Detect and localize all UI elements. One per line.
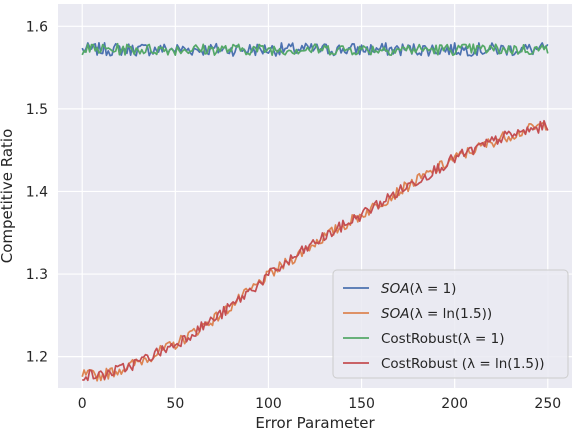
series-line-1 [81,121,549,382]
y-axis-label: Competitive Ratio [0,129,16,264]
x-tick-label: 200 [441,396,468,412]
x-axis-label: Error Parameter [255,414,375,432]
legend-label-prefix: CostRobust [381,356,462,372]
legend-label: SOA(λ = 1) [381,281,456,297]
x-tick-label: 100 [255,396,282,412]
y-tick-labels: 1.2 1.3 1.4 1.5 1.6 [26,19,48,365]
legend-box [332,269,569,379]
y-tick-label: 1.6 [26,19,48,35]
y-tick-label: 1.3 [26,267,48,283]
y-tick-label: 1.5 [26,102,48,118]
legend-label-prefix: CostRobust [381,331,458,347]
x-tick-labels: 0 50 100 150 200 250 [78,396,561,412]
x-tick-label: 0 [78,396,87,412]
legend-label: SOA(λ = ln(1.5)) [381,306,492,322]
legend-label-args: (λ = 1) [458,331,505,347]
y-tick-label: 1.2 [26,350,48,366]
legend-label-args: (λ = ln(1.5)) [409,306,492,322]
legend-label-prefix: SOA [381,281,409,297]
x-tick-label: 150 [348,396,375,412]
legend-label-args: (λ = ln(1.5)) [462,356,545,372]
x-tick-label: 250 [534,396,561,412]
legend-label: CostRobust(λ = 1) [381,331,505,347]
y-tick-label: 1.4 [26,184,48,200]
x-tick-label: 50 [166,396,184,412]
series-line-2 [81,42,549,57]
legend: SOA(λ = 1)SOA(λ = ln(1.5))CostRobust(λ =… [332,269,569,379]
grid [58,4,572,388]
series-line-3 [82,119,549,382]
legend-label: CostRobust (λ = ln(1.5)) [381,356,545,372]
legend-label-prefix: SOA [381,306,409,322]
legend-label-args: (λ = 1) [409,281,456,297]
series-lines [81,42,549,382]
